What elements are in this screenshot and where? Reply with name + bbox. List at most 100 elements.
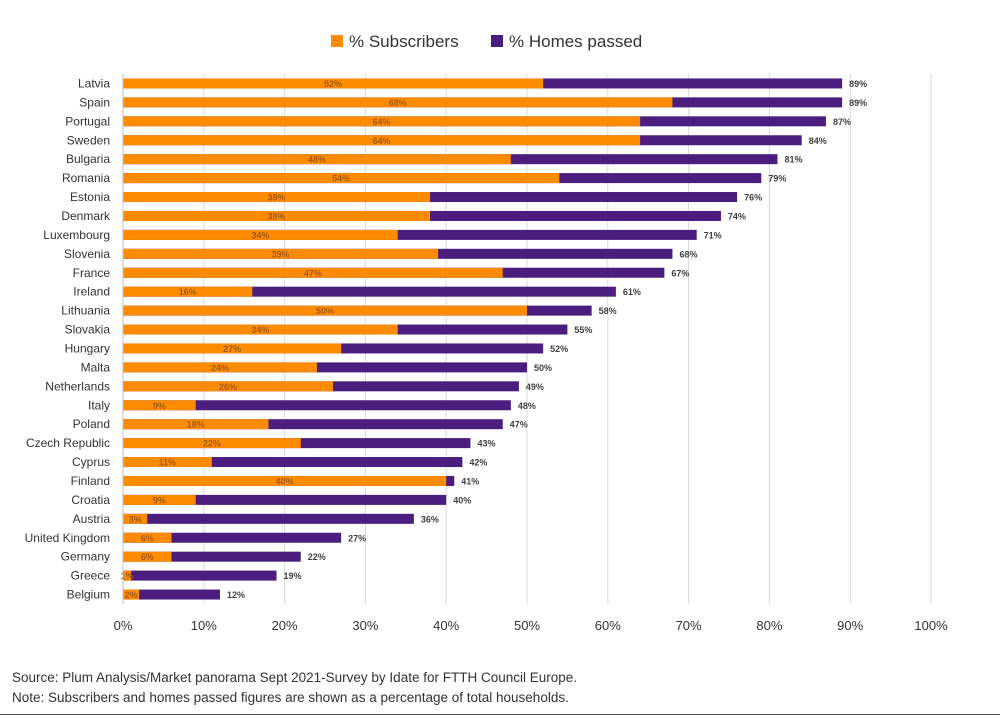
bar-homes-passed bbox=[123, 286, 616, 297]
subscribers-data-label: 48% bbox=[308, 155, 326, 165]
homes-passed-data-label: 74% bbox=[728, 211, 746, 221]
category-label: Czech Republic bbox=[26, 436, 110, 450]
bar-homes-passed bbox=[123, 457, 463, 468]
category-label: Germany bbox=[61, 550, 110, 564]
homes-passed-data-label: 58% bbox=[599, 306, 617, 316]
subscribers-data-label: 3% bbox=[129, 514, 142, 524]
homes-passed-data-label: 49% bbox=[526, 382, 544, 392]
category-label: Greece bbox=[71, 569, 111, 583]
bar-subscribers bbox=[123, 570, 132, 581]
bar-subscribers bbox=[123, 419, 269, 430]
homes-passed-data-label: 12% bbox=[227, 590, 245, 600]
category-label: Portugal bbox=[65, 114, 110, 128]
bar-homes-passed bbox=[123, 513, 414, 524]
bar-homes-passed bbox=[123, 532, 342, 543]
subscribers-data-label: 47% bbox=[304, 268, 322, 278]
bar-subscribers bbox=[123, 286, 253, 297]
homes-passed-data-label: 19% bbox=[284, 571, 302, 581]
source-note: Source: Plum Analysis/Market panorama Se… bbox=[12, 670, 578, 685]
subscribers-data-label: 34% bbox=[251, 230, 269, 240]
x-tick-label: 50% bbox=[514, 618, 540, 633]
footer: Source: Plum Analysis/Market panorama Se… bbox=[12, 668, 992, 708]
footer-divider bbox=[0, 714, 1000, 715]
legend-label: % Homes passed bbox=[509, 32, 642, 51]
homes-passed-data-label: 40% bbox=[453, 495, 471, 505]
subscribers-data-label: 50% bbox=[316, 306, 334, 316]
bar-chart: 0% 10% 20% 30% 40% 50% 60% 70% 80% 90% 100% Latvia 5… bbox=[25, 32, 948, 633]
bar-subscribers bbox=[123, 192, 431, 203]
bar-subscribers bbox=[123, 97, 673, 108]
bar-subscribers bbox=[123, 438, 301, 449]
bar-subscribers bbox=[123, 513, 148, 524]
homes-passed-data-label: 84% bbox=[809, 136, 827, 146]
subscribers-data-label: 64% bbox=[373, 117, 391, 127]
subscribers-data-label: 9% bbox=[153, 401, 166, 411]
note-text: Note: Subscribers and homes passed figur… bbox=[12, 690, 569, 705]
bar-homes-passed bbox=[123, 589, 220, 600]
category-label: Cyprus bbox=[72, 455, 110, 469]
subscribers-data-label: 34% bbox=[251, 325, 269, 335]
legend-swatch bbox=[331, 35, 343, 47]
homes-passed-data-label: 27% bbox=[348, 533, 366, 543]
subscribers-data-label: 40% bbox=[276, 476, 294, 486]
homes-passed-data-label: 48% bbox=[518, 401, 536, 411]
x-tick-label: 80% bbox=[756, 618, 782, 633]
bar-subscribers bbox=[123, 78, 544, 89]
subscribers-data-label: 2% bbox=[125, 590, 138, 600]
homes-passed-data-label: 41% bbox=[461, 476, 479, 486]
x-tick-label: 10% bbox=[191, 618, 217, 633]
bar-subscribers bbox=[123, 343, 342, 354]
subscribers-data-label: 6% bbox=[141, 552, 154, 562]
bar-subscribers bbox=[123, 154, 511, 165]
homes-passed-data-label: 22% bbox=[308, 552, 326, 562]
bar-subscribers bbox=[123, 589, 140, 600]
category-label: Hungary bbox=[65, 341, 110, 355]
homes-passed-data-label: 67% bbox=[671, 268, 689, 278]
subscribers-data-label: 68% bbox=[389, 98, 407, 108]
homes-passed-data-label: 89% bbox=[849, 79, 867, 89]
x-tick-label: 60% bbox=[595, 618, 621, 633]
bar-subscribers bbox=[123, 362, 317, 373]
category-label: Belgium bbox=[67, 588, 110, 602]
bar-subscribers bbox=[123, 305, 527, 316]
legend-swatch bbox=[491, 35, 503, 47]
homes-passed-data-label: 87% bbox=[833, 117, 851, 127]
category-label: United Kingdom bbox=[25, 531, 110, 545]
category-label: Poland bbox=[73, 417, 110, 431]
homes-passed-data-label: 47% bbox=[510, 420, 528, 430]
category-label: Austria bbox=[73, 512, 111, 526]
bar-subscribers bbox=[123, 324, 398, 335]
subscribers-data-label: 24% bbox=[211, 363, 229, 373]
category-label: Finland bbox=[71, 474, 110, 488]
bar-subscribers bbox=[123, 135, 641, 146]
bar-subscribers bbox=[123, 267, 503, 278]
homes-passed-data-label: 61% bbox=[623, 287, 641, 297]
subscribers-data-label: 22% bbox=[203, 439, 221, 449]
category-label: Slovakia bbox=[65, 323, 111, 337]
category-label: France bbox=[73, 266, 111, 280]
homes-passed-data-label: 76% bbox=[744, 193, 762, 203]
bar-subscribers bbox=[123, 494, 196, 505]
category-label: Romania bbox=[62, 171, 110, 185]
bar-subscribers bbox=[123, 173, 560, 184]
x-tick-label: 100% bbox=[914, 618, 948, 633]
bar-homes-passed bbox=[123, 400, 511, 411]
bar-subscribers bbox=[123, 457, 212, 468]
bar-subscribers bbox=[123, 248, 439, 259]
subscribers-data-label: 64% bbox=[373, 136, 391, 146]
bar-homes-passed bbox=[123, 419, 503, 430]
category-label: Croatia bbox=[71, 493, 110, 507]
category-label: Sweden bbox=[67, 133, 110, 147]
homes-passed-data-label: 55% bbox=[574, 325, 592, 335]
homes-passed-data-label: 89% bbox=[849, 98, 867, 108]
homes-passed-data-label: 81% bbox=[784, 155, 802, 165]
legend-label: % Subscribers bbox=[349, 32, 459, 51]
category-label: Estonia bbox=[70, 190, 110, 204]
x-tick-label: 40% bbox=[433, 618, 459, 633]
subscribers-data-label: 27% bbox=[223, 344, 241, 354]
category-label: Malta bbox=[81, 360, 111, 374]
subscribers-data-label: 26% bbox=[219, 382, 237, 392]
subscribers-data-label: 38% bbox=[268, 211, 286, 221]
subscribers-data-label: 39% bbox=[272, 249, 290, 259]
